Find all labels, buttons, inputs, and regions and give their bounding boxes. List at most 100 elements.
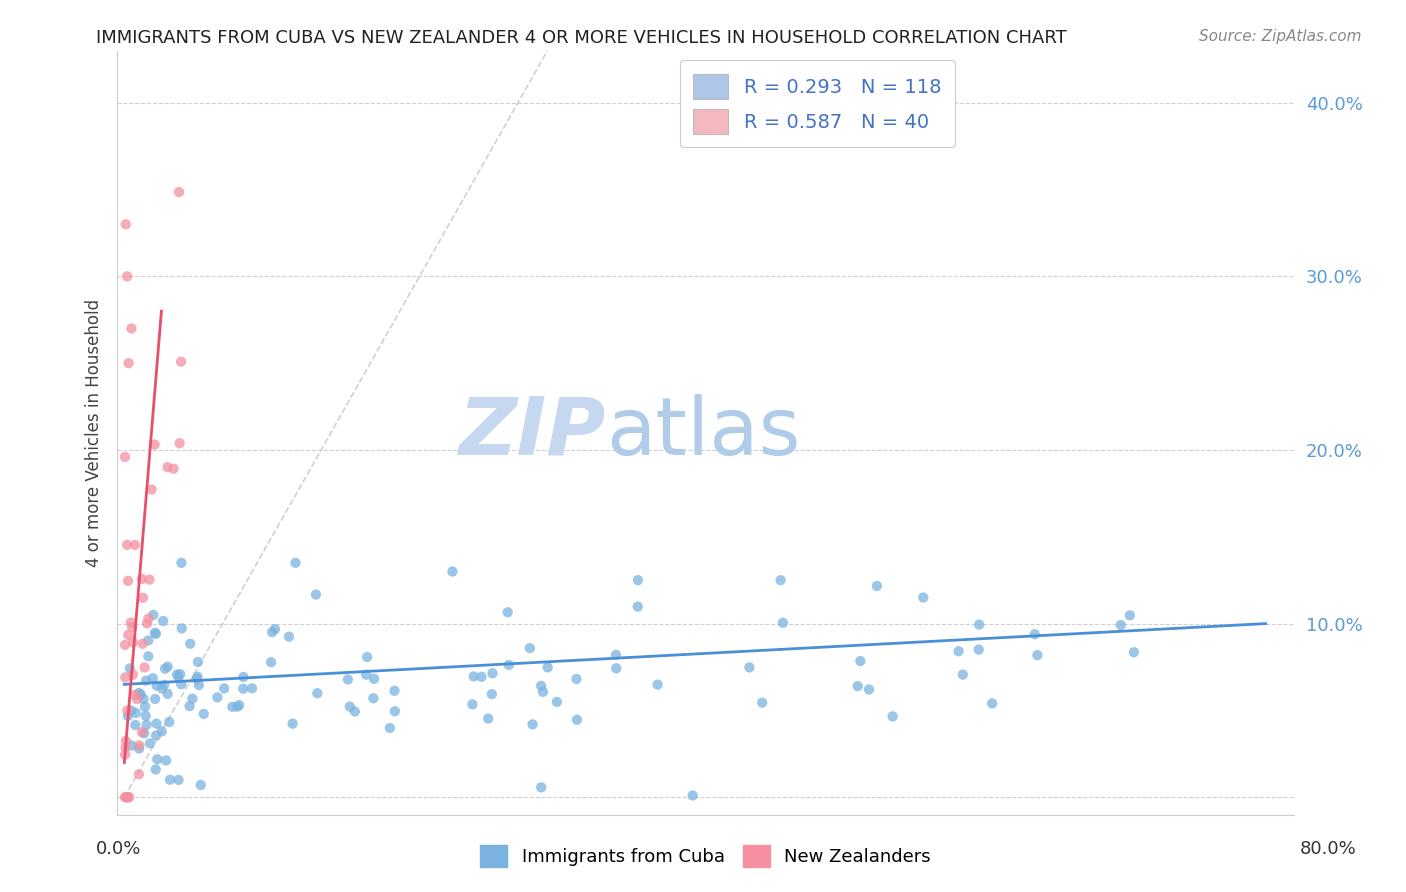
Point	[179, 637, 201, 651]
Point	[384, 683, 406, 698]
Point	[363, 672, 385, 686]
Point	[262, 625, 284, 640]
Point	[627, 599, 650, 614]
Point	[142, 671, 165, 685]
Text: atlas: atlas	[606, 393, 800, 472]
Point	[967, 617, 990, 632]
Point	[146, 679, 169, 693]
Point	[339, 699, 361, 714]
Point	[134, 726, 156, 740]
Point	[186, 672, 208, 686]
Point	[463, 669, 485, 683]
Point	[120, 615, 142, 630]
Point	[115, 538, 138, 552]
Point	[124, 688, 146, 702]
Point	[281, 716, 304, 731]
Point	[136, 649, 159, 664]
Point	[264, 622, 287, 636]
Point	[115, 790, 138, 805]
Point	[751, 696, 773, 710]
Point	[145, 716, 167, 731]
Point	[170, 556, 193, 570]
Point	[912, 591, 935, 605]
Point	[981, 697, 1004, 711]
Point	[232, 670, 254, 684]
Point	[1109, 618, 1132, 632]
Point	[131, 725, 153, 739]
Point	[143, 625, 166, 640]
Point	[146, 752, 169, 766]
Point	[948, 644, 970, 658]
Point	[193, 706, 215, 721]
Point	[156, 460, 179, 475]
Point	[627, 573, 650, 587]
Point	[114, 790, 136, 805]
Point	[1122, 645, 1144, 659]
Point	[117, 628, 139, 642]
Point	[565, 672, 588, 686]
Point	[167, 670, 190, 684]
Point	[169, 667, 191, 681]
Point	[461, 698, 484, 712]
Point	[153, 662, 176, 676]
Point	[114, 747, 136, 762]
Point	[170, 354, 193, 368]
Point	[117, 709, 139, 723]
Text: 0.0%: 0.0%	[96, 840, 141, 858]
Point	[546, 695, 568, 709]
Text: ZIP: ZIP	[458, 393, 606, 472]
Point	[128, 686, 150, 700]
Point	[378, 721, 401, 735]
Point	[125, 706, 148, 720]
Point	[167, 772, 190, 787]
Point	[142, 607, 165, 622]
Point	[118, 790, 141, 805]
Point	[228, 698, 250, 713]
Point	[162, 461, 184, 475]
Point	[278, 630, 301, 644]
Point	[496, 605, 519, 619]
Point	[240, 681, 263, 696]
Point	[150, 681, 173, 696]
Point	[128, 739, 150, 753]
Point	[470, 670, 492, 684]
Point	[866, 579, 889, 593]
Point	[128, 767, 150, 781]
Text: IMMIGRANTS FROM CUBA VS NEW ZEALANDER 4 OR MORE VEHICLES IN HOUSEHOLD CORRELATIO: IMMIGRANTS FROM CUBA VS NEW ZEALANDER 4 …	[96, 29, 1066, 46]
Point	[159, 772, 181, 787]
Point	[481, 687, 503, 701]
Point	[114, 638, 136, 652]
Point	[343, 705, 366, 719]
Text: 80.0%: 80.0%	[1301, 840, 1357, 858]
Point	[441, 565, 464, 579]
Point	[772, 615, 794, 630]
Point	[226, 699, 249, 714]
Point	[152, 614, 174, 628]
Point	[952, 667, 974, 681]
Point	[135, 708, 157, 723]
Point	[131, 572, 153, 586]
Point	[131, 637, 153, 651]
Point	[354, 667, 377, 681]
Point	[260, 655, 283, 669]
Point	[207, 690, 229, 705]
Point	[537, 660, 560, 674]
Point	[114, 450, 136, 464]
Point	[114, 217, 136, 231]
Text: Source: ZipAtlas.com: Source: ZipAtlas.com	[1198, 29, 1361, 44]
Point	[519, 641, 541, 656]
Point	[682, 789, 704, 803]
Point	[115, 269, 138, 284]
Point	[117, 574, 139, 588]
Point	[187, 678, 209, 692]
Point	[356, 650, 378, 665]
Point	[384, 704, 406, 718]
Point	[118, 661, 141, 675]
Point	[181, 691, 204, 706]
Y-axis label: 4 or more Vehicles in Household: 4 or more Vehicles in Household	[86, 299, 103, 566]
Point	[129, 688, 152, 702]
Point	[132, 591, 155, 605]
Point	[849, 654, 872, 668]
Point	[565, 713, 588, 727]
Point	[481, 666, 503, 681]
